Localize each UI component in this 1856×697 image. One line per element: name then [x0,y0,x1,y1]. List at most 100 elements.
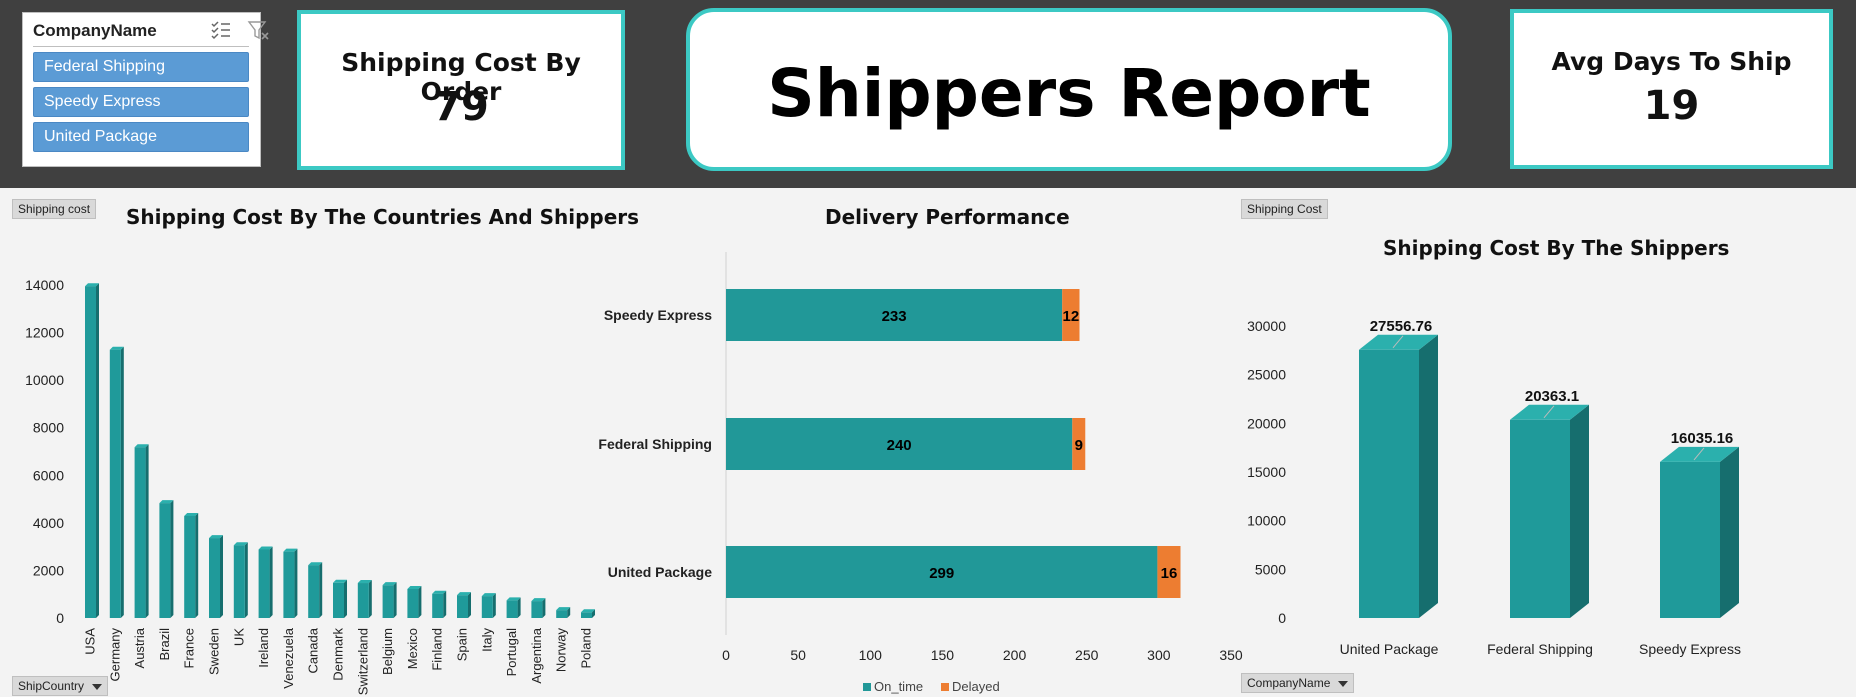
data-label: 20363.1 [1525,388,1579,405]
x-tick-label: 50 [790,647,806,663]
multi-select-icon[interactable] [209,19,233,43]
bar-side [393,582,397,618]
bar-side [96,283,99,618]
slicer-divider [33,46,249,47]
bar [184,515,196,618]
bar-side [1570,404,1589,618]
bar-side [145,444,149,618]
y-tick-label: 4000 [33,515,64,531]
delayed-bar [1157,546,1181,598]
x-tick-label: Poland [579,628,594,668]
bar [481,596,493,618]
clear-filter-icon[interactable] [247,19,271,43]
company-name-field-button[interactable]: CompanyName [1241,673,1355,693]
kpi-value: 19 [1643,83,1700,129]
y-tick-label: 15000 [1247,464,1286,480]
slicer-item-united-package[interactable]: United Package [33,122,249,152]
slicer-item-federal-shipping[interactable]: Federal Shipping [33,52,249,82]
delayed-bar [1062,289,1080,341]
on-time-bar [726,289,1063,341]
bar [1510,419,1570,618]
kpi-value: 79 [433,84,489,130]
page-title: Shippers Report [767,55,1371,132]
bar [432,593,444,618]
bar [1660,461,1720,618]
shipping-cost-field-button[interactable]: Shipping cost [12,199,97,219]
bar-top [407,585,422,589]
bar-side [344,579,347,618]
x-tick-label: Spain [455,628,470,661]
bar-top [184,512,199,516]
bar-top [258,546,273,550]
bar-top [432,590,447,594]
bar [382,585,394,618]
x-tick-label: Sweden [207,628,222,675]
category-label: Federal Shipping [598,436,712,452]
country-cost-chart: 0 2000 4000 6000 8000 10000 12000 14000 USA Germa… [25,277,595,695]
chart-title-countries: Shipping Cost By The Countries And Shipp… [126,205,640,229]
bar [581,612,592,618]
legend-label: On_time [874,679,923,694]
data-label: 12 [1062,308,1079,325]
dropdown-arrow-icon [1338,680,1349,687]
data-label: 16035.16 [1671,430,1734,447]
slicer-item-speedy-express[interactable]: Speedy Express [33,87,249,117]
bar [308,565,320,618]
shipping-cost-field-button-right[interactable]: Shipping Cost [1241,199,1328,219]
bar [506,600,518,618]
y-tick-label: 10000 [25,372,64,388]
bar-side [592,609,595,618]
kpi-card-avg-days: Avg Days To Ship 19 [1510,9,1833,169]
x-tick-label: Finland [430,628,445,671]
bar [333,582,344,618]
x-tick-label: Federal Shipping [1487,641,1593,657]
bar-side [368,580,372,618]
y-tick-label: 0 [56,610,64,626]
bar-side [319,562,323,618]
bar-top [308,562,323,566]
bar-side [418,585,422,618]
bar [283,551,295,618]
bar-side [170,500,174,618]
bar-top [209,535,223,539]
bar-side [1419,334,1438,618]
bar-top [457,592,471,596]
x-tick-label: USA [83,628,98,655]
y-tick-label: 2000 [33,562,64,578]
ship-country-field-button[interactable]: ShipCountry [12,676,109,696]
data-label: 9 [1075,437,1083,454]
bar-side [220,535,223,618]
y-tick-label: 8000 [33,420,64,436]
bar [1359,349,1419,618]
bar-top [531,598,546,602]
bar-top [85,283,99,287]
x-tick-label: Portugal [504,628,519,677]
shipper-cost-chart: 0 5000 10000 15000 20000 25000 30000 27556.76 Un… [1247,318,1741,657]
leader-line [1693,447,1705,461]
x-tick-label: Germany [107,628,122,682]
x-tick-label: Argentina [529,627,544,683]
bar-top [233,542,248,546]
bar-top [109,346,124,350]
bar [457,595,468,618]
y-tick-label: 6000 [33,467,64,483]
bar-top [357,580,372,584]
delayed-bar [1072,418,1086,470]
x-tick-label: Denmark [331,628,346,681]
bar-top [1359,334,1438,350]
chart-title-shippers: Shipping Cost By The Shippers [1383,236,1730,260]
y-tick-label: 30000 [1247,318,1286,334]
bar [357,583,369,618]
bar-side [294,548,298,618]
x-tick-label: 150 [931,647,955,663]
kpi-card-shipping-cost: Shipping Cost By Order 79 [297,10,625,170]
x-tick-label: 350 [1219,647,1243,663]
bar [258,549,270,618]
bar-side [244,542,248,618]
bar-top [159,500,174,504]
bar [85,286,96,618]
y-tick-label: 5000 [1255,561,1286,577]
bar [531,601,543,618]
data-label: 240 [887,437,912,454]
bar-top [134,444,149,448]
